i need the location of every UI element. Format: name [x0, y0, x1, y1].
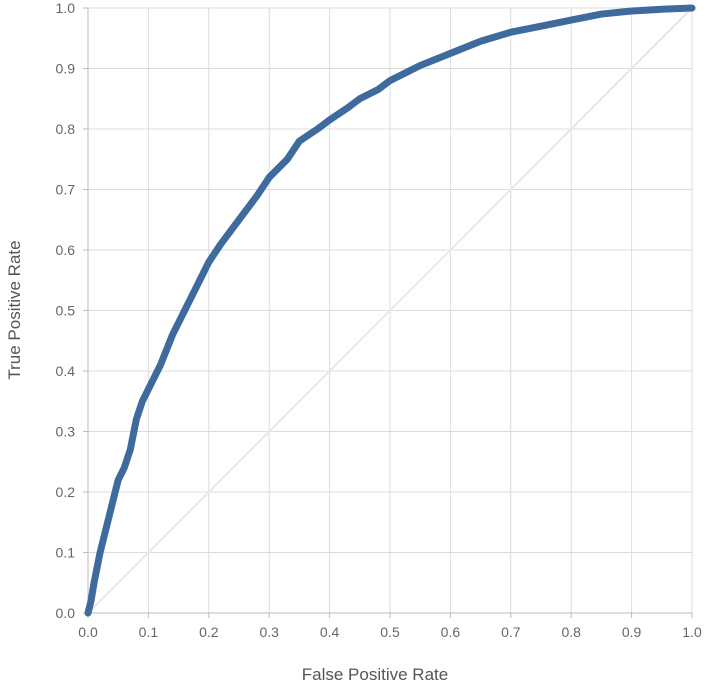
x-tick-label: 0.4: [320, 624, 340, 640]
grid-lines: [88, 7, 693, 613]
x-tick-label: 0.3: [259, 624, 279, 640]
y-tick-label: 0.4: [56, 363, 76, 379]
x-tick-label: 0.5: [380, 624, 400, 640]
y-tick-label: 0.9: [56, 61, 76, 77]
series: [84, 4, 696, 617]
y-tick-label: 0.5: [56, 303, 76, 319]
x-tick-label: 0.6: [441, 624, 461, 640]
y-tick-label: 0.1: [56, 545, 76, 561]
tick-labels: 0.0 0.1 0.2 0.3 0.4 0.5 0.6 0.7 0.8 0.9 1.0 0.0 0.1 0…: [56, 0, 702, 640]
x-axis-title: False Positive Rate: [302, 665, 448, 684]
y-tick-label: 1.0: [56, 0, 76, 16]
y-tick-label: 0.7: [56, 182, 76, 198]
x-tick-label: 0.1: [139, 624, 159, 640]
diagonal-reference-line: [87, 7, 693, 614]
y-axis-title: True Positive Rate: [5, 240, 24, 379]
x-tick-label: 0.8: [561, 624, 581, 640]
x-tick-label: 1.0: [682, 624, 702, 640]
x-tick-label: 0.0: [78, 624, 98, 640]
roc-curve-line: [84, 4, 696, 617]
axes: [83, 7, 693, 618]
x-tick-label: 0.2: [199, 624, 219, 640]
x-tick-label: 0.7: [501, 624, 521, 640]
x-tick-label: 0.9: [622, 624, 642, 640]
y-tick-label: 0.3: [56, 424, 76, 440]
y-tick-label: 0.6: [56, 242, 76, 258]
y-tick-label: 0.2: [56, 484, 76, 500]
y-tick-label: 0.8: [56, 121, 76, 137]
y-tick-label: 0.0: [56, 605, 76, 621]
